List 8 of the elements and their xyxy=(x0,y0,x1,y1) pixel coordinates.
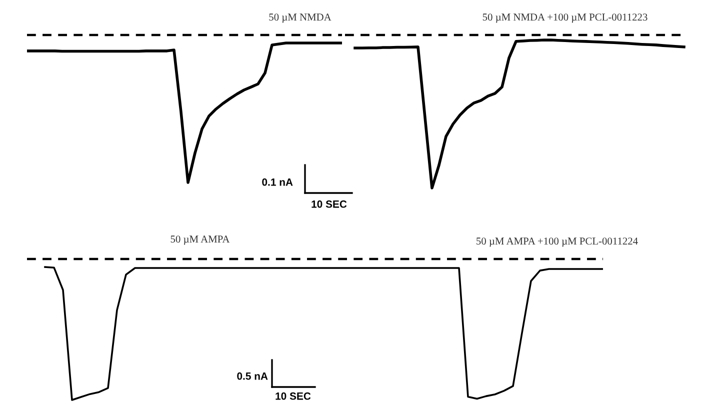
text: 10 SEC xyxy=(312,200,347,208)
text: 50 µM NMDA xyxy=(269,14,332,23)
annotation: 10 SEC xyxy=(276,392,311,400)
text: 50 µM AMPA +100 µM PCL-0011224 xyxy=(476,238,638,247)
annotation: 0.1 nA xyxy=(262,178,293,186)
annotation: 0.5 nA xyxy=(237,372,268,380)
text: 50 µM NMDA +100 µM PCL-0011223 xyxy=(482,14,648,23)
text: 50 µM AMPA xyxy=(170,236,230,245)
